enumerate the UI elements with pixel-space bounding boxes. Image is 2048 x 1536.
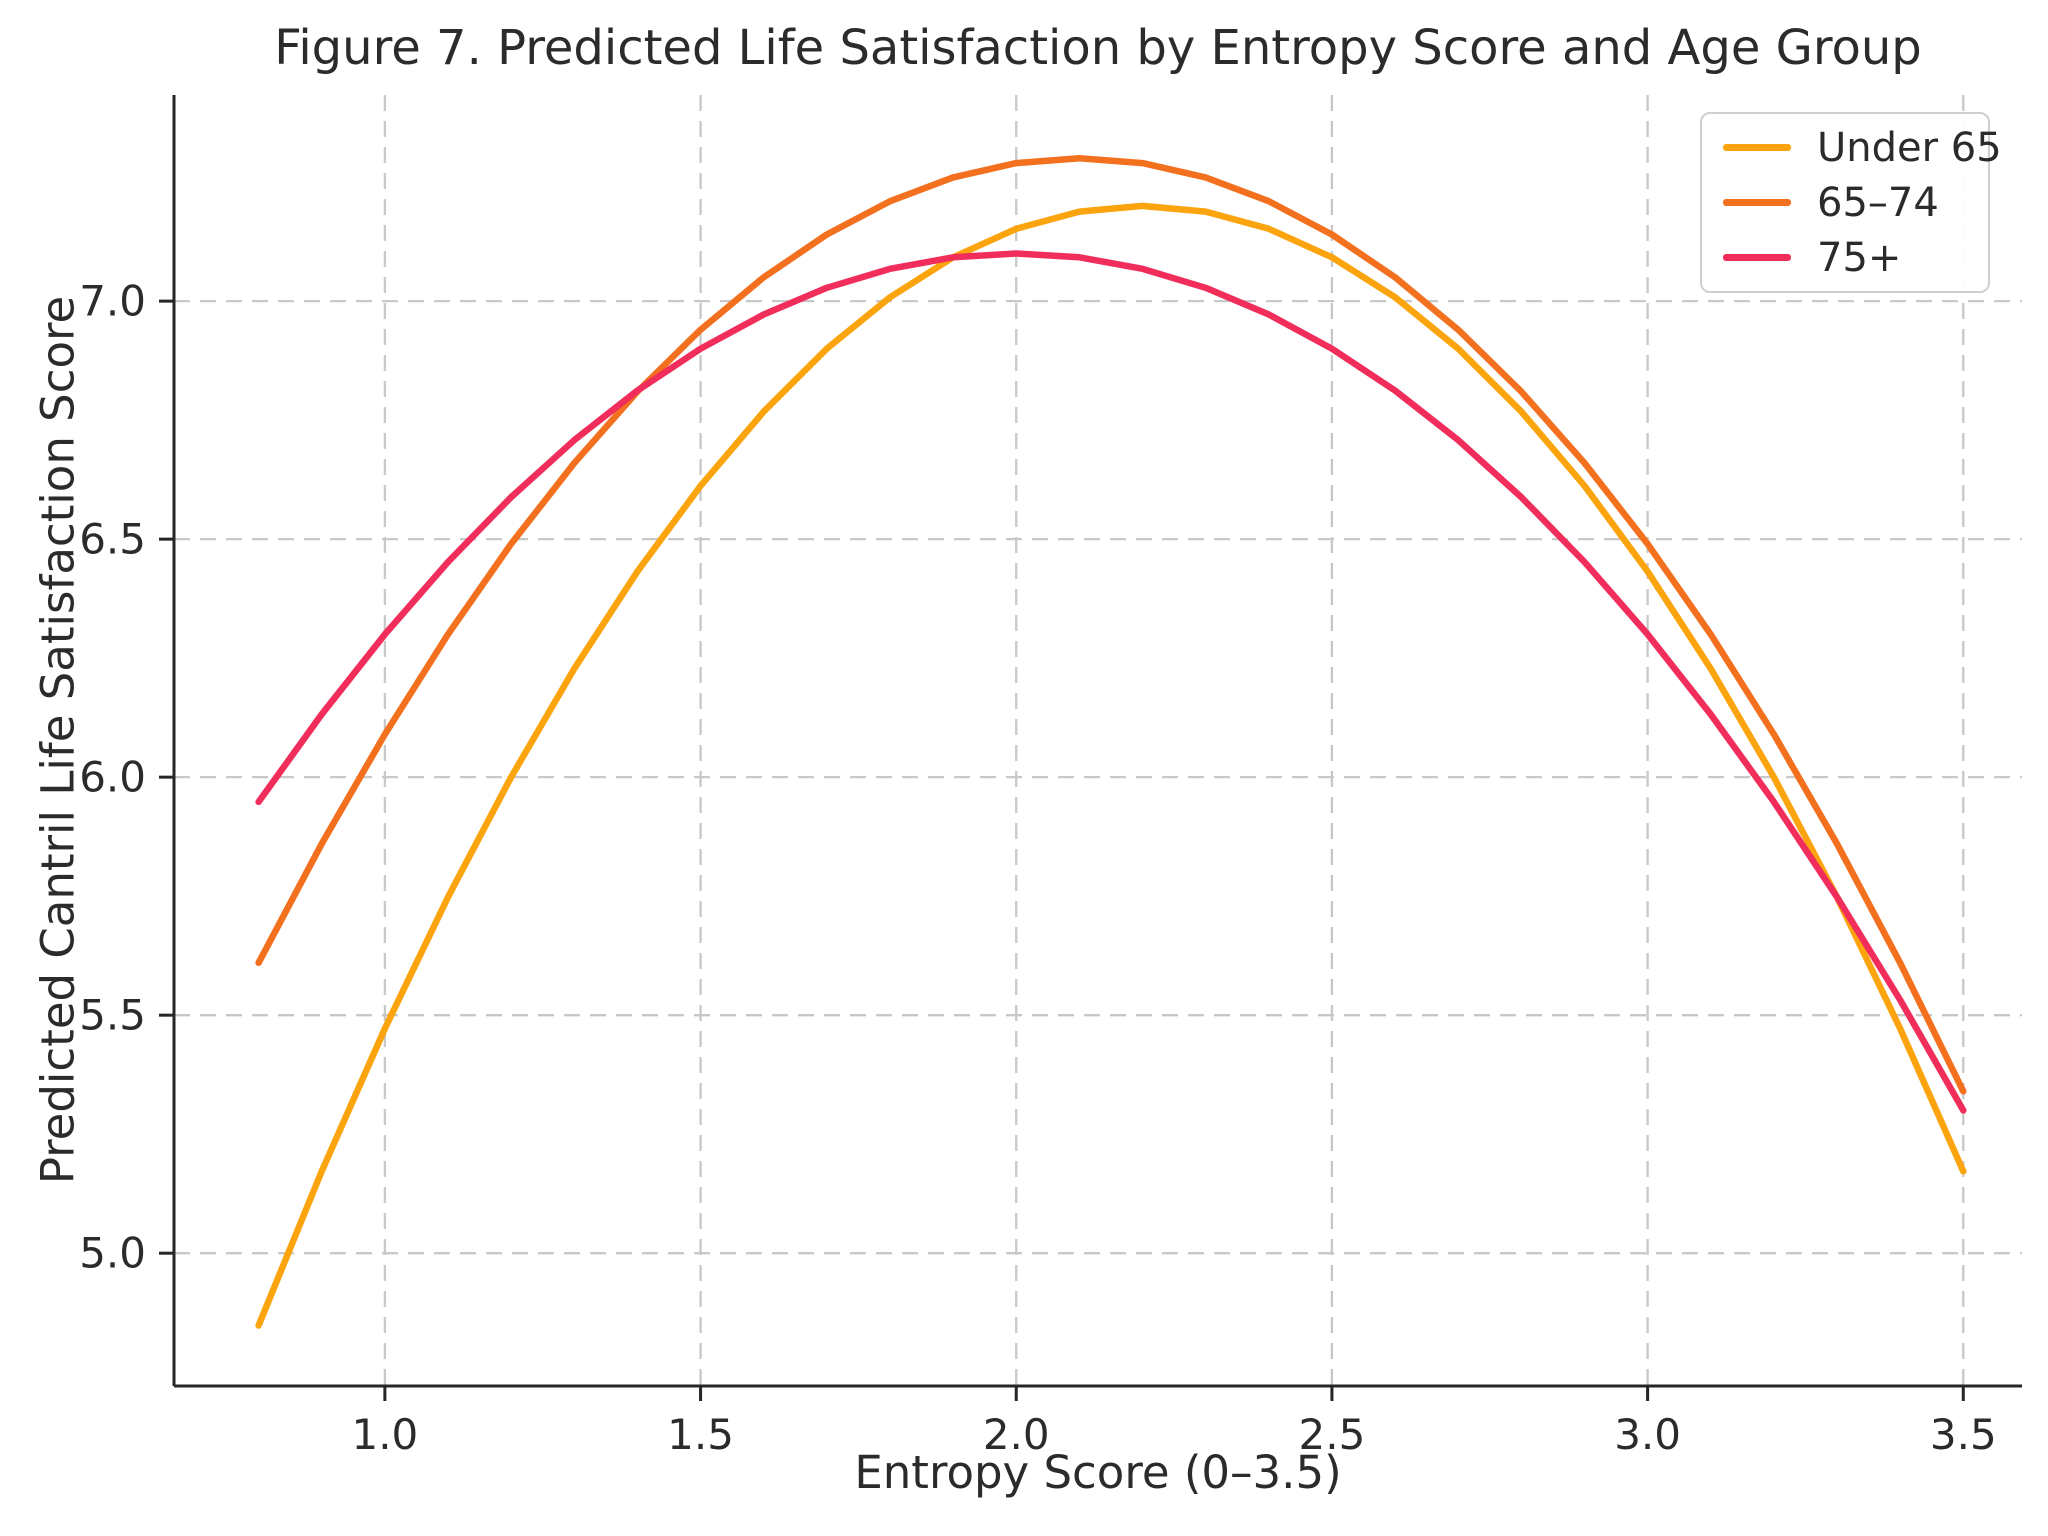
- series-line-2: [255, 250, 1967, 1114]
- y-axis-label: Predicted Cantril Life Satisfaction Scor…: [31, 295, 85, 1185]
- legend-item-65-74: 65–74: [1723, 175, 1972, 230]
- x-tick-label: 3.5: [1930, 1410, 1997, 1459]
- legend-line-swatch-under-65: [1723, 144, 1791, 151]
- y-tick-label: 5.0: [79, 1229, 146, 1278]
- y-tick-label: 5.5: [79, 991, 146, 1040]
- legend-item-under-65: Under 65: [1723, 120, 2002, 175]
- x-tick-label: 2.0: [983, 1410, 1050, 1459]
- y-tick-label: 6.5: [79, 515, 146, 564]
- series-line-0: [255, 202, 1967, 1329]
- legend-item-75-plus: 75+: [1723, 230, 1972, 285]
- legend-label-65-74: 65–74: [1817, 179, 1939, 226]
- x-tick-label: 3.0: [1614, 1410, 1681, 1459]
- x-tick-label: 2.5: [1299, 1410, 1366, 1459]
- legend-line-swatch-65-74: [1723, 199, 1791, 206]
- legend-line-swatch-75-plus: [1723, 254, 1791, 261]
- x-tick-label: 1.5: [667, 1410, 734, 1459]
- x-tick-label: 1.0: [351, 1410, 418, 1459]
- figure-title: Figure 7. Predicted Life Satisfaction by…: [274, 20, 1922, 76]
- legend-label-under-65: Under 65: [1817, 124, 2002, 171]
- y-tick-label: 6.0: [79, 753, 146, 802]
- legend-label-75-plus: 75+: [1817, 234, 1902, 281]
- series-line-1: [255, 155, 1967, 1095]
- legend: Under 65 65–74 75+: [1700, 112, 2002, 293]
- y-tick-label: 7.0: [79, 277, 146, 326]
- x-axis-label: Entropy Score (0–3.5): [854, 1446, 1342, 1499]
